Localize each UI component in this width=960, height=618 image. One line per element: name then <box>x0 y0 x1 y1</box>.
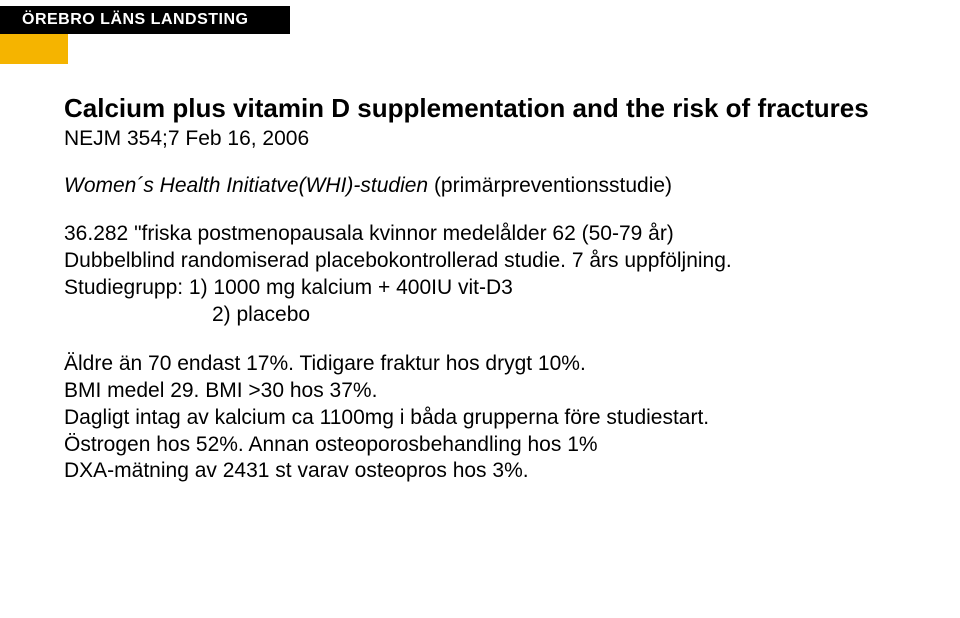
details-line-3: Dagligt intag av kalcium ca 1100mg i båd… <box>64 405 912 432</box>
details-line-2: BMI medel 29. BMI >30 hos 37%. <box>64 378 912 405</box>
details-paragraph: Äldre än 70 endast 17%. Tidigare fraktur… <box>64 351 912 485</box>
content-region: Calcium plus vitamin D supplementation a… <box>64 92 912 485</box>
slide: ÖREBRO LÄNS LANDSTING Calcium plus vitam… <box>0 0 960 618</box>
org-label: ÖREBRO LÄNS LANDSTING <box>22 11 249 29</box>
design-line-4: 2) placebo <box>64 302 912 329</box>
study-type: (primärpreventionsstudie) <box>428 174 672 197</box>
details-line-4: Östrogen hos 52%. Annan osteoporosbehand… <box>64 432 912 459</box>
design-line-3: Studiegrupp: 1) 1000 mg kalcium + 400IU … <box>64 275 912 302</box>
design-line-1: 36.282 "friska postmenopausala kvinnor m… <box>64 221 912 248</box>
intro-paragraph: Women´s Health Initiatve(WHI)-studien (p… <box>64 173 912 200</box>
details-line-1: Äldre än 70 endast 17%. Tidigare fraktur… <box>64 351 912 378</box>
slide-subtitle: NEJM 354;7 Feb 16, 2006 <box>64 127 912 151</box>
design-paragraph: 36.282 "friska postmenopausala kvinnor m… <box>64 221 912 329</box>
details-line-5: DXA-mätning av 2431 st varav osteopros h… <box>64 458 912 485</box>
accent-bar <box>0 34 68 64</box>
design-line-2: Dubbelblind randomiserad placebokontroll… <box>64 248 912 275</box>
header-band: ÖREBRO LÄNS LANDSTING <box>0 6 290 34</box>
slide-title: Calcium plus vitamin D supplementation a… <box>64 92 912 125</box>
study-name-italic: Women´s Health Initiatve(WHI)-studien <box>64 174 428 197</box>
